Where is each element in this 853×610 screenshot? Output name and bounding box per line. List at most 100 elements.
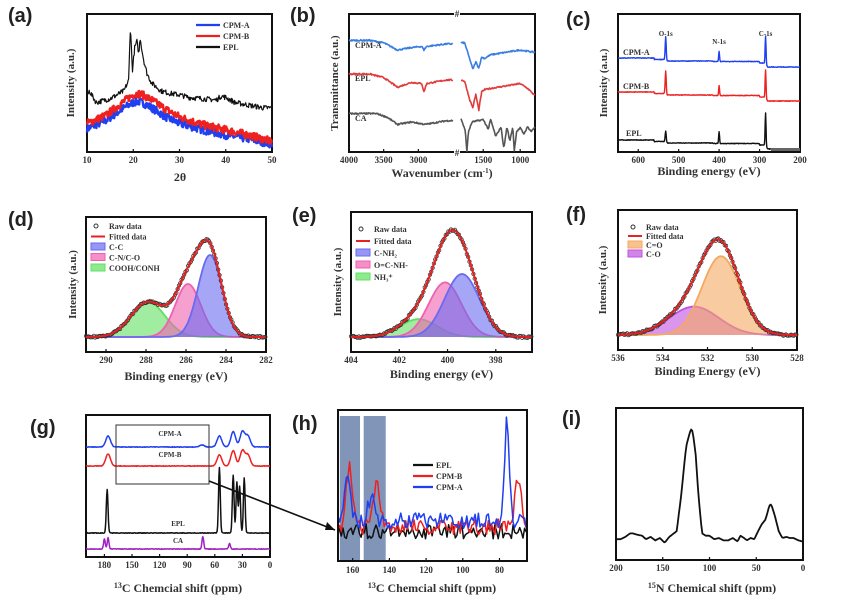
series-epl	[348, 72, 454, 93]
legend-swatch	[355, 260, 371, 269]
axis-break-icon: #	[455, 9, 460, 19]
panel-label: (h)	[292, 413, 318, 435]
x-tick-label: 400	[441, 355, 455, 365]
x-tick-label: 600	[631, 155, 645, 165]
series-annotation: CPM-A	[158, 430, 181, 438]
x-tick-label: 532	[701, 353, 715, 363]
x-tick-label: 160	[346, 565, 360, 575]
panel-e: (e) 404 402 400 398 Raw data Fitted data C-NH₂ O…	[292, 205, 534, 381]
series-annotation: EPL	[626, 129, 642, 138]
legend-label: Fitted data	[109, 233, 147, 242]
x-tick-label: 404	[344, 355, 358, 365]
x-tick-label: 400	[712, 155, 726, 165]
legend-label: CPM-B	[436, 472, 463, 481]
panel-h: (h) 160 140 120 100 80 EPL CPM-B CPM-A 13C Chemci…	[292, 409, 528, 595]
legend-swatch	[355, 248, 371, 257]
y-axis-label: Transmittance (a.u.)	[329, 35, 341, 131]
y-axis-label: Intensity (a.u.)	[597, 245, 609, 314]
series-cpm-b	[85, 448, 271, 468]
series-epl	[85, 466, 271, 535]
legend-label: Raw data	[109, 222, 142, 231]
plot-frame	[337, 409, 528, 562]
legend-label: CPM-A	[223, 21, 250, 30]
x-tick-label: 282	[259, 355, 273, 365]
fitted-curve	[85, 238, 266, 338]
axis-break-gap	[454, 12, 460, 16]
x-tick-label: 284	[219, 355, 233, 365]
x-tick-label: 50	[268, 155, 278, 165]
legend-label: C=O	[646, 241, 663, 250]
panel-label: (a)	[8, 5, 32, 27]
series-cpm-a	[85, 429, 271, 449]
x-tick-label: 3500	[375, 155, 394, 165]
series-cpm-b	[617, 69, 801, 102]
series-ca	[460, 118, 536, 153]
component-area	[86, 302, 266, 337]
series-ca	[348, 112, 454, 126]
series-annotation: EPL	[171, 520, 185, 528]
series-cpm-a	[617, 35, 801, 68]
legend-label: C-O	[646, 250, 661, 259]
series-epl	[617, 112, 801, 150]
legend-label: Raw data	[646, 223, 679, 232]
x-axis-label: Binding energy (eV)	[124, 369, 227, 383]
x-tick-label: 100	[703, 563, 717, 573]
x-axis-label: Wavenumber (cm-1)	[391, 166, 492, 180]
series-epl	[460, 79, 536, 112]
x-tick-label: 120	[419, 565, 433, 575]
legend-label: EPL	[436, 461, 452, 470]
legend-swatch	[627, 240, 643, 249]
series-ca	[85, 535, 271, 551]
component-area	[351, 319, 532, 337]
legend-label: NH₃⁺	[374, 273, 393, 282]
legend-label: Fitted data	[646, 232, 684, 241]
plot-frame	[617, 13, 801, 153]
x-tick-label: 3000	[409, 155, 428, 165]
x-tick-label: 20	[129, 155, 139, 165]
peak-label: O-1s	[659, 30, 673, 38]
fitted-curve	[350, 229, 532, 338]
panel-label: (d)	[8, 209, 34, 231]
peak-label: C-1s	[759, 30, 773, 38]
legend-marker	[630, 224, 636, 230]
x-tick-label: 180	[98, 560, 112, 570]
legend-label: COOH/CONH	[109, 264, 160, 273]
axis-break-gap	[454, 150, 460, 154]
legend-swatch	[90, 242, 106, 251]
x-axis-label: 13C Chemcial shift (ppm)	[114, 581, 242, 595]
plot-frame	[350, 211, 533, 353]
zoom-region-box	[115, 424, 210, 485]
x-tick-label: 288	[139, 355, 153, 365]
series-15n	[616, 428, 803, 544]
x-tick-label: 402	[393, 355, 407, 365]
x-axis-label: 15N Chemical shift (ppm)	[648, 581, 776, 595]
series-annotation: CPM-B	[623, 82, 650, 91]
x-tick-label: 140	[383, 565, 397, 575]
x-tick-label: 120	[153, 560, 167, 570]
panel-label: (b)	[290, 5, 316, 27]
x-tick-label: 30	[238, 560, 248, 570]
legend-marker	[93, 223, 99, 229]
panel-label: (g)	[30, 417, 56, 439]
legend-label: C-NH₂	[374, 249, 397, 258]
plot-frame	[85, 216, 267, 353]
series-cpm-a	[348, 38, 453, 52]
x-tick-label: 150	[656, 563, 670, 573]
peak-label: N-1s	[712, 38, 726, 46]
y-axis-label: Intensity (a.u.)	[67, 250, 79, 319]
panel-label: (c)	[566, 9, 590, 31]
x-tick-label: 80	[495, 565, 505, 575]
x-tick-label: 534	[656, 353, 670, 363]
y-axis-label: Intensity (a.u.)	[332, 247, 344, 316]
legend-label: CPM-A	[436, 483, 463, 492]
panel-d: (d) 290 288 286 284 282 Raw data Fitted dataC-C…	[8, 209, 273, 383]
x-tick-label: 528	[790, 353, 804, 363]
legend-label: O=C-NH-	[374, 261, 408, 270]
x-tick-label: 40	[221, 155, 231, 165]
x-axis-label: 13C Chemcial shift (ppm)	[368, 581, 496, 595]
x-tick-label: 398	[489, 355, 503, 365]
panel-c: (c) 600 500 400 300 200 CPM-A CPM-B EPL O-1s N-1s C…	[566, 9, 807, 178]
x-axis-label: Binding Energy (eV)	[654, 364, 760, 378]
